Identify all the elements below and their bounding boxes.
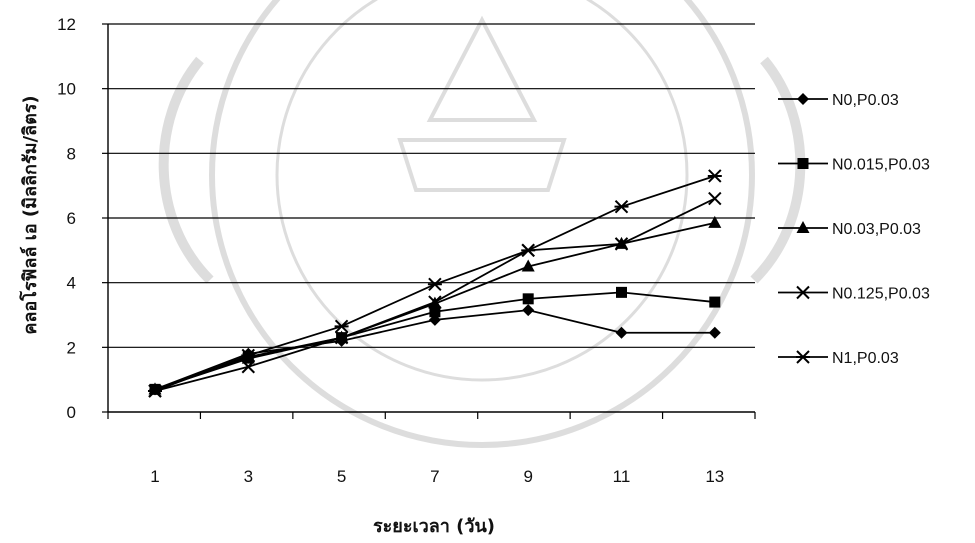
x-tick-label: 7 xyxy=(430,467,439,486)
data-point xyxy=(707,169,722,183)
legend-marker xyxy=(796,350,810,364)
x-axis-title: ระยะเวลา (วัน) xyxy=(373,516,495,537)
data-point xyxy=(427,277,442,291)
y-axis-ticks: 0 2 4 6 8 10 12 xyxy=(57,15,108,422)
x-tick-label: 9 xyxy=(523,467,532,486)
legend-item: N0.125,P0.03 xyxy=(778,286,930,303)
plot-area xyxy=(107,23,755,413)
data-point xyxy=(614,237,629,251)
data-point xyxy=(429,306,441,318)
series-layer xyxy=(148,169,722,398)
legend-label: N1,P0.03 xyxy=(832,350,899,367)
data-point xyxy=(241,351,255,364)
legend-item: N0.015,P0.03 xyxy=(778,157,930,174)
legend-item: N0.03,P0.03 xyxy=(778,221,921,238)
data-point xyxy=(521,259,535,272)
legend-item: N0,P0.03 xyxy=(778,92,899,109)
data-point xyxy=(708,326,721,339)
y-tick-label: 6 xyxy=(67,209,76,228)
data-point xyxy=(708,191,722,206)
data-point xyxy=(334,330,349,345)
data-point xyxy=(334,319,349,334)
data-point xyxy=(148,384,162,398)
legend: N0,P0.03 N0.015,P0.03 N0.03,P0.03 N0.125,P0… xyxy=(778,92,930,367)
data-point xyxy=(428,295,442,309)
data-point xyxy=(241,348,256,363)
legend-marker xyxy=(797,158,809,169)
x-tick-label: 3 xyxy=(244,467,253,486)
data-point xyxy=(615,326,628,339)
data-point xyxy=(616,286,627,298)
y-axis-title: คลอโรฟิลล์ เอ (มิลลิกรัม/ลิตร) xyxy=(19,95,41,334)
y-tick-label: 10 xyxy=(57,80,76,99)
data-point xyxy=(614,199,629,214)
legend-label: N0.03,P0.03 xyxy=(832,221,921,238)
legend-marker xyxy=(796,221,810,233)
data-point xyxy=(241,360,256,374)
legend-item: N1,P0.03 xyxy=(778,350,899,367)
y-tick-label: 12 xyxy=(57,15,76,34)
data-point xyxy=(709,296,721,308)
data-point xyxy=(521,243,536,258)
x-tick-label: 13 xyxy=(705,467,724,486)
watermark-seal xyxy=(158,0,806,448)
x-tick-label: 5 xyxy=(337,467,346,486)
y-tick-label: 2 xyxy=(67,338,76,357)
legend-marker xyxy=(797,93,809,105)
legend-label: N0.015,P0.03 xyxy=(832,157,930,174)
legend-label: N0,P0.03 xyxy=(832,92,899,109)
y-tick-label: 4 xyxy=(67,274,76,293)
y-tick-label: 0 xyxy=(67,403,76,422)
data-point xyxy=(522,293,534,305)
data-point xyxy=(522,304,535,317)
legend-label: N0.125,P0.03 xyxy=(832,286,930,303)
x-tick-label: 11 xyxy=(613,467,631,486)
x-axis-ticks: 1 3 5 7 9 11 13 xyxy=(107,412,756,486)
legend-marker xyxy=(796,285,810,300)
x-tick-label: 1 xyxy=(150,467,159,486)
data-point xyxy=(708,215,722,228)
y-tick-label: 8 xyxy=(67,144,76,163)
